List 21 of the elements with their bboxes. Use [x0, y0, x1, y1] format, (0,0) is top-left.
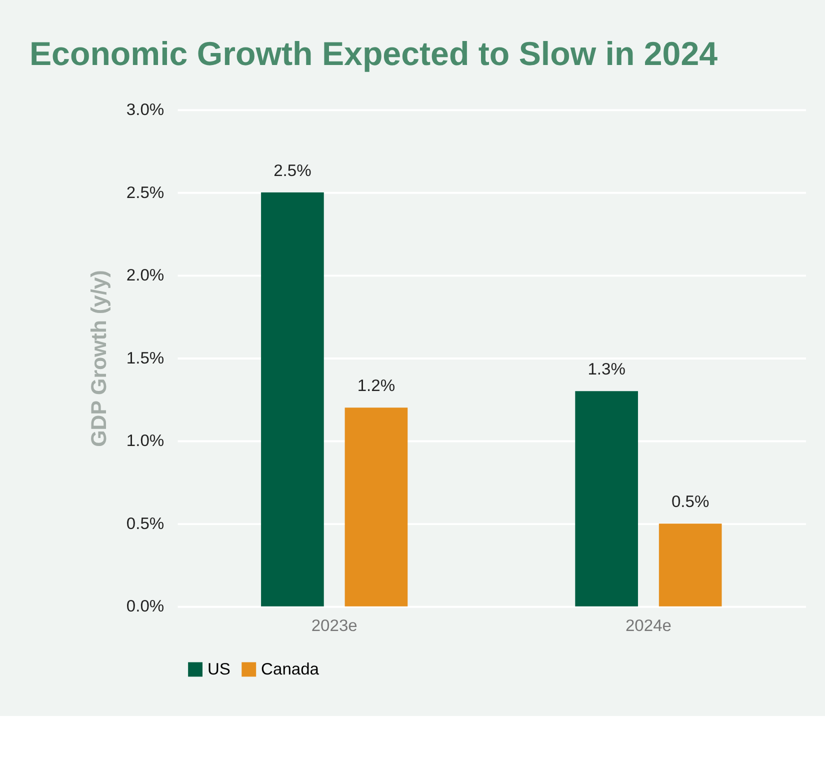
- x-tick-label: 2024e: [625, 616, 672, 636]
- bar: [344, 408, 408, 606]
- bar: [575, 391, 638, 606]
- x-tick-label: 2023e: [311, 616, 358, 636]
- data-label: 0.5%: [671, 492, 710, 512]
- y-tick-label: 1.5%: [126, 348, 164, 368]
- y-tick-label: 1.0%: [126, 431, 164, 450]
- chart-title: Economic Growth Expected to Slow in 2024: [29, 36, 718, 73]
- y-axis-title: GDP Growth (y/y): [86, 270, 111, 447]
- y-tick-label: 0.5%: [126, 514, 164, 533]
- data-label: 1.2%: [357, 376, 396, 396]
- y-tick-label: 0.0%: [126, 596, 164, 616]
- legend-label: US: [207, 659, 230, 678]
- y-tick-label: 3.0%: [126, 100, 164, 119]
- data-label: 2.5%: [274, 160, 312, 180]
- bar: [261, 192, 324, 606]
- bar: [658, 524, 722, 606]
- data-label: 1.3%: [588, 360, 626, 379]
- y-tick-label: 2.0%: [126, 266, 164, 285]
- y-tick-label: 2.5%: [126, 182, 164, 202]
- legend-label: Canada: [261, 659, 320, 678]
